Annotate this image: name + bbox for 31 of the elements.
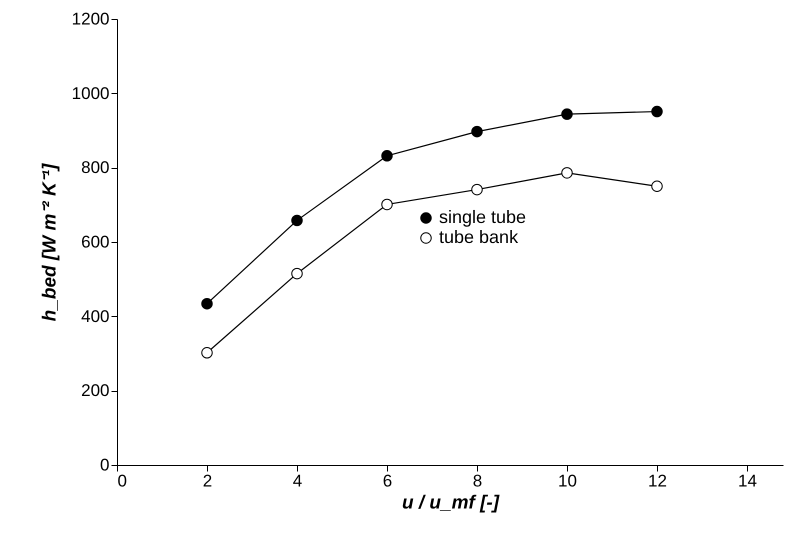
point bbox=[471, 126, 483, 138]
point bbox=[291, 268, 303, 280]
x-tick-label: 14 bbox=[738, 472, 757, 490]
y-tick-label: 800 bbox=[81, 158, 110, 178]
y-tick-label: 200 bbox=[81, 381, 110, 400]
point bbox=[381, 150, 393, 162]
point bbox=[291, 214, 303, 226]
y-tick-label: 0 bbox=[100, 456, 110, 474]
point bbox=[201, 298, 213, 310]
x-tick-label: 12 bbox=[648, 472, 667, 490]
point bbox=[471, 184, 483, 196]
point bbox=[561, 167, 573, 179]
x-tick-label: 4 bbox=[292, 472, 302, 490]
point bbox=[201, 347, 213, 358]
legend-label: single tube bbox=[439, 207, 526, 227]
y-axis-title: h_bed [W m⁻² K⁻¹] bbox=[40, 163, 61, 322]
x-tick-label: 0 bbox=[118, 472, 127, 490]
legend-label: tube bank bbox=[439, 227, 520, 247]
y-tick-label: 1000 bbox=[72, 84, 110, 103]
y-tick-label: 1200 bbox=[72, 10, 110, 28]
x-tick-label: 10 bbox=[558, 472, 577, 490]
x-tick-label: 2 bbox=[202, 472, 212, 490]
point bbox=[381, 198, 393, 210]
point bbox=[561, 108, 573, 120]
y-tick-label: 400 bbox=[81, 306, 110, 326]
x-tick-label: 8 bbox=[472, 472, 482, 490]
point bbox=[651, 180, 663, 192]
x-tick-label: 6 bbox=[382, 472, 392, 490]
y-tick-label: 600 bbox=[81, 232, 110, 252]
x-axis-title: u / u_mf [-] bbox=[402, 492, 500, 514]
point bbox=[651, 106, 663, 118]
